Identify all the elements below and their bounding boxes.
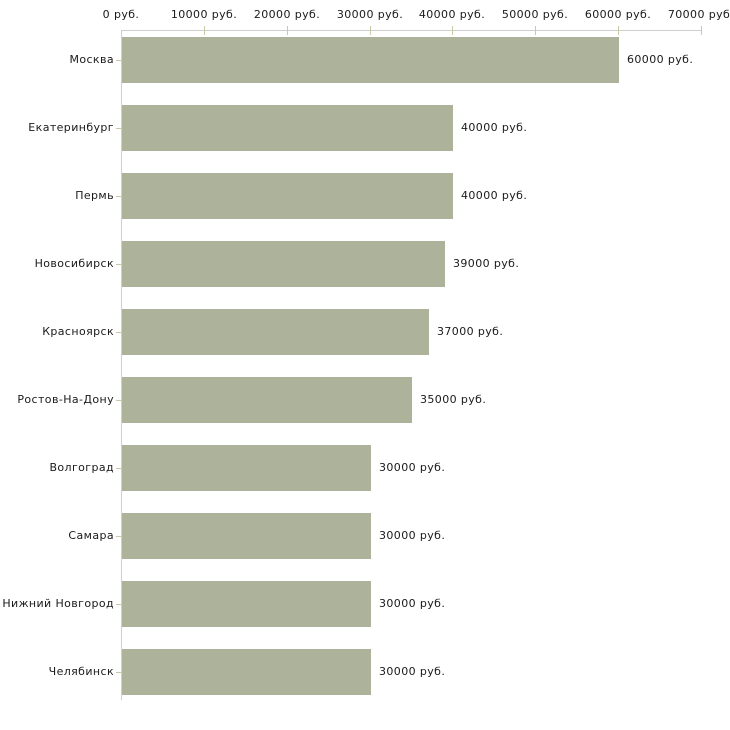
y-axis-tick-mark [116,196,121,197]
x-axis-tick-mark [452,26,453,35]
value-label: 30000 руб. [379,461,446,474]
x-axis-tick-label: 70000 руб. [667,8,730,21]
category-label: Ростов-На-Дону [17,393,114,406]
category-label: Челябинск [48,665,114,678]
bar [122,581,371,627]
x-axis-tick-mark [204,26,205,35]
x-axis-tick-label: 50000 руб. [501,8,569,21]
category-label: Нижний Новгород [2,597,114,610]
category-label: Самара [68,529,114,542]
x-axis-tick-mark [701,26,702,35]
bar [122,513,371,559]
value-label: 35000 руб. [420,393,487,406]
y-axis-tick-mark [116,400,121,401]
category-label: Новосибирск [34,257,114,270]
x-axis-tick-label: 60000 руб. [584,8,652,21]
x-axis-tick-mark [287,26,288,35]
y-axis-tick-mark [116,264,121,265]
x-axis-tick-label: 30000 руб. [336,8,404,21]
x-axis-tick-label: 40000 руб. [418,8,486,21]
value-label: 30000 руб. [379,529,446,542]
category-label: Пермь [75,189,114,202]
y-axis-line [121,30,122,700]
x-axis-tick-label: 20000 руб. [253,8,321,21]
x-axis-tick-mark [370,26,371,35]
y-axis-tick-mark [116,128,121,129]
value-label: 40000 руб. [461,189,528,202]
x-axis-tick-label: 0 руб. [102,8,140,21]
y-axis-tick-mark [116,332,121,333]
bar [122,445,371,491]
bar [122,37,619,83]
bar [122,241,445,287]
value-label: 37000 руб. [437,325,504,338]
category-label: Волгоград [49,461,114,474]
y-axis-tick-mark [116,604,121,605]
bar [122,105,453,151]
value-label: 30000 руб. [379,597,446,610]
x-axis-tick-label: 10000 руб. [170,8,238,21]
category-label: Москва [69,53,114,66]
y-axis-tick-mark [116,672,121,673]
value-label: 30000 руб. [379,665,446,678]
y-axis-tick-mark [116,60,121,61]
x-axis-line [121,30,702,31]
y-axis-tick-mark [116,468,121,469]
x-axis-tick-mark [535,26,536,35]
bar [122,173,453,219]
bar [122,377,412,423]
bar [122,649,371,695]
category-label: Красноярск [42,325,114,338]
y-axis-tick-mark [116,536,121,537]
bar [122,309,429,355]
value-label: 60000 руб. [627,53,694,66]
value-label: 39000 руб. [453,257,520,270]
x-axis-tick-mark [618,26,619,35]
value-label: 40000 руб. [461,121,528,134]
category-label: Екатеринбург [28,121,114,134]
